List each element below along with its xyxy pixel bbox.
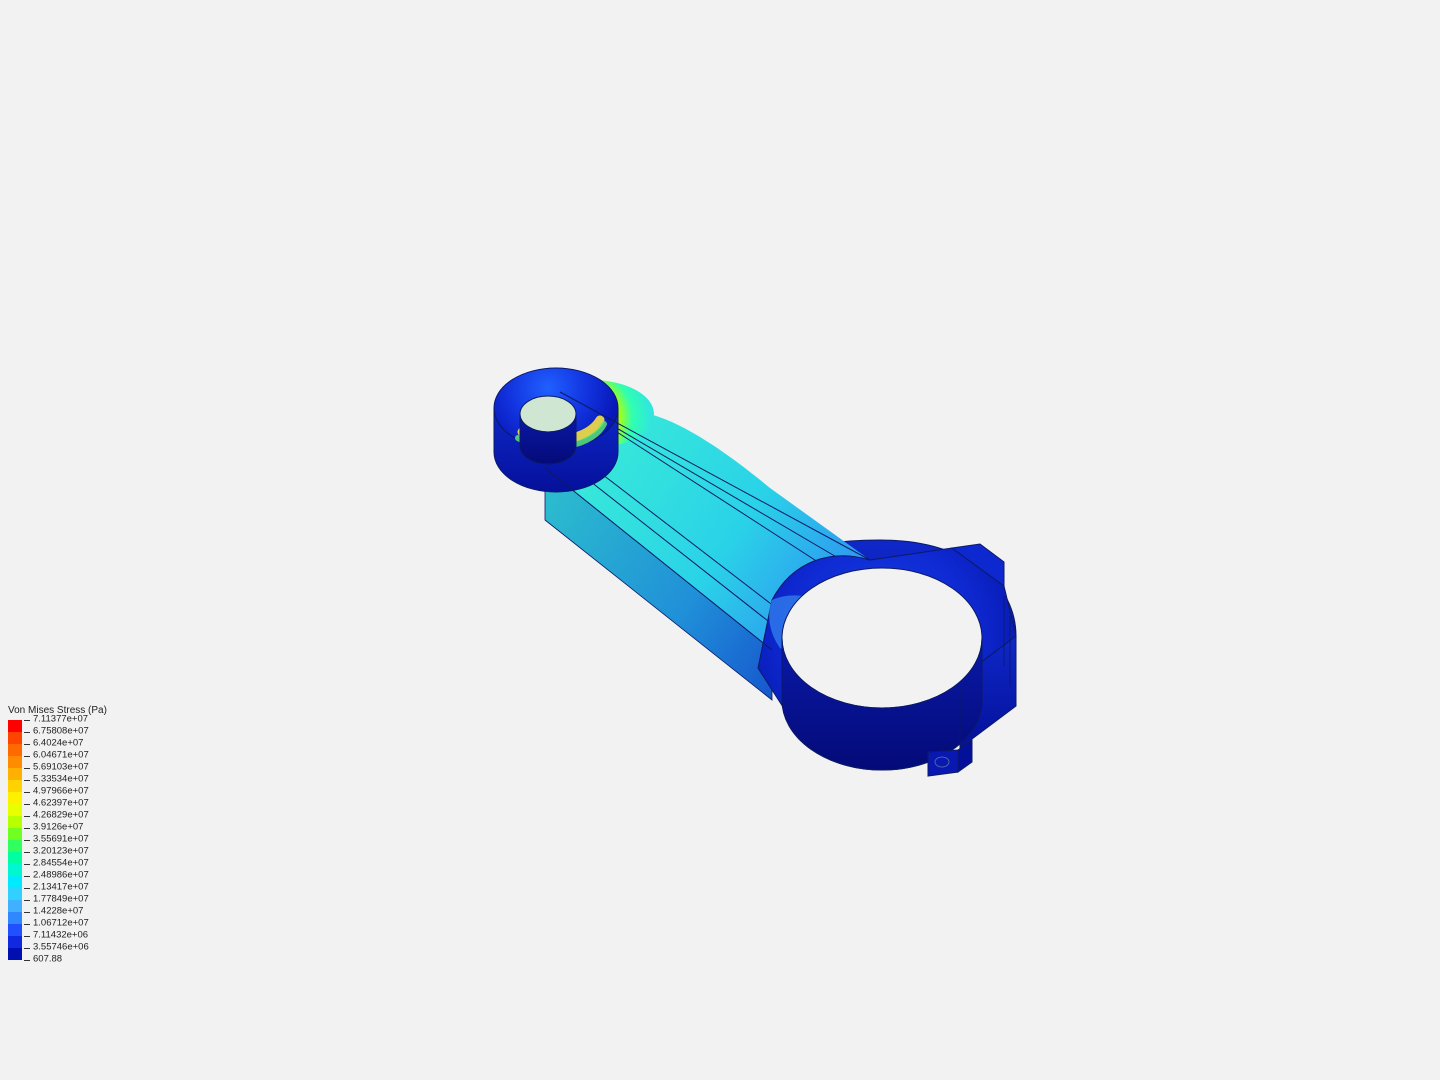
legend-color-segment [8,912,22,924]
small-end [494,368,618,492]
big-end [758,544,1016,776]
legend-color-segment [8,840,22,852]
legend-tick-label: 1.77849e+07 [33,895,89,905]
legend-tick-label: 6.4024e+07 [33,739,83,749]
legend-color-segment [8,828,22,840]
legend-tick-label: 5.69103e+07 [33,763,89,773]
legend-colorbar [8,720,22,960]
legend-color-segment [8,756,22,768]
legend-tick-label: 1.06712e+07 [33,919,89,929]
legend-color-segment [8,792,22,804]
legend-color-segment [8,888,22,900]
legend-color-segment [8,864,22,876]
legend-color-segment [8,900,22,912]
legend-color-segment [8,948,22,960]
legend-tick-label: 3.55746e+06 [33,943,89,953]
legend-tick-label: 4.62397e+07 [33,799,89,809]
legend-tick-label: 6.04671e+07 [33,751,89,761]
legend-color-segment [8,768,22,780]
fea-viewport [0,0,1440,1080]
legend-tick-label: 3.9126e+07 [33,823,83,833]
legend-ticks: 7.11377e+076.75808e+076.4024e+076.04671e… [24,720,114,960]
legend-color-segment [8,852,22,864]
legend-tick-label: 2.48986e+07 [33,871,89,881]
legend-color-segment [8,720,22,732]
legend-tick-label: 7.11377e+07 [33,715,88,725]
legend-color-segment [8,924,22,936]
legend-tick-label: 4.26829e+07 [33,811,89,821]
legend-color-segment [8,936,22,948]
legend-tick-label: 4.97966e+07 [33,787,89,797]
legend-tick-label: 1.4228e+07 [33,907,83,917]
legend-tick-label: 607.88 [33,955,62,965]
legend-tick-label: 2.84554e+07 [33,859,89,869]
legend-color-segment [8,804,22,816]
color-legend: Von Mises Stress (Pa) 7.11377e+076.75808… [8,706,114,960]
legend-color-segment [8,816,22,828]
legend-tick-label: 2.13417e+07 [33,883,89,893]
legend-color-segment [8,876,22,888]
legend-color-segment [8,780,22,792]
legend-tick-label: 6.75808e+07 [33,727,89,737]
legend-color-segment [8,744,22,756]
legend-tick-label: 5.33534e+07 [33,775,89,785]
legend-color-segment [8,732,22,744]
legend-tick-label: 7.11432e+06 [33,931,88,941]
legend-tick-label: 3.55691e+07 [33,835,89,845]
legend-tick-label: 3.20123e+07 [33,847,89,857]
